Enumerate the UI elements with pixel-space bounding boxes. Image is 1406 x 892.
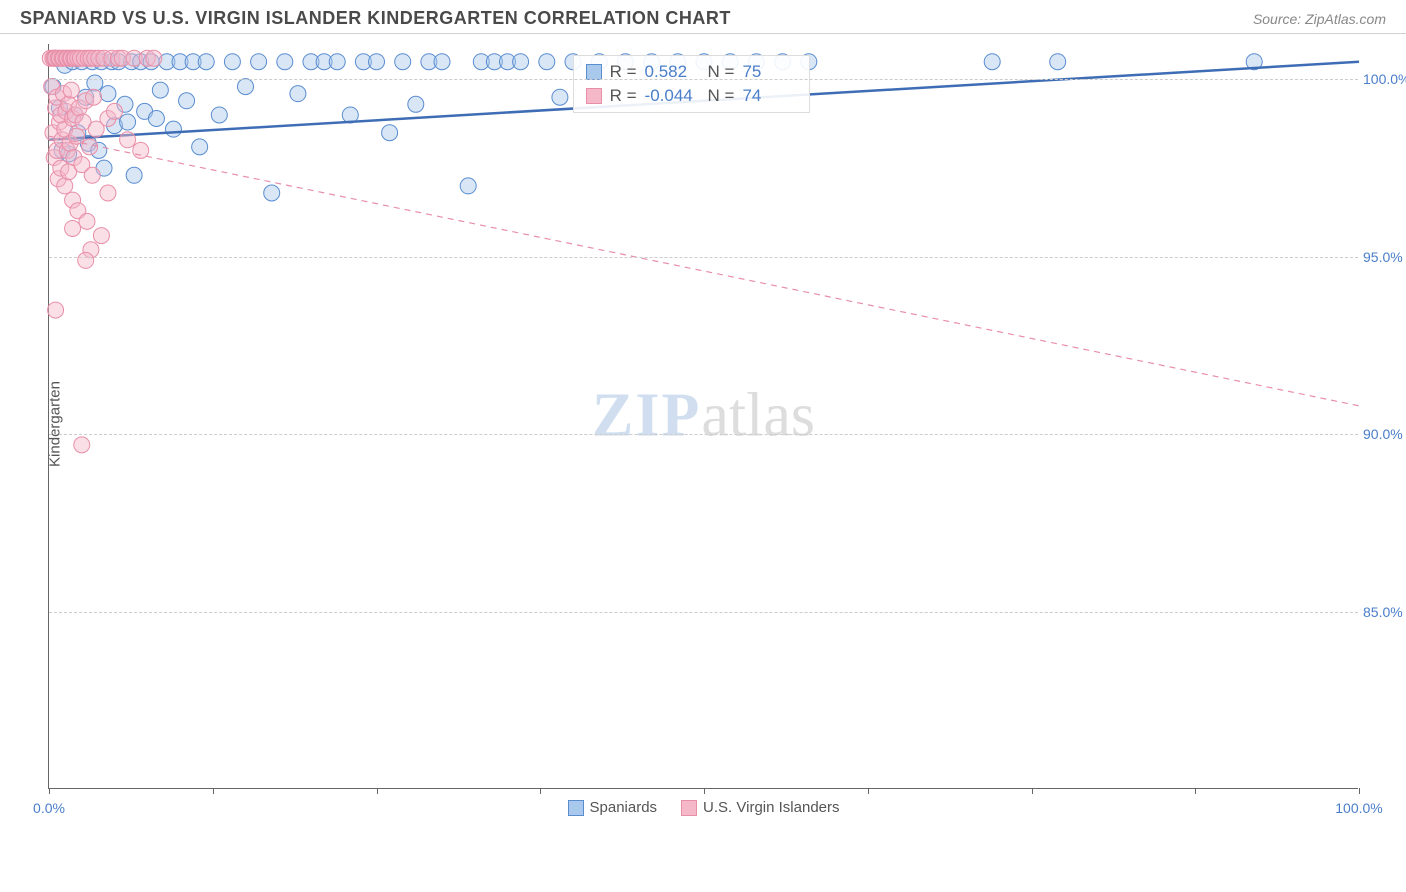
data-point [382, 125, 398, 141]
x-tick [213, 788, 214, 794]
legend-item: U.S. Virgin Islanders [681, 799, 839, 816]
data-point [78, 252, 94, 268]
corr-swatch [586, 88, 602, 104]
gridline-h [49, 79, 1358, 80]
data-point [65, 220, 81, 236]
x-tick [49, 788, 50, 794]
data-point [100, 185, 116, 201]
data-point [552, 89, 568, 105]
data-point [69, 128, 85, 144]
data-point [408, 96, 424, 112]
x-tick-label: 0.0% [33, 800, 65, 816]
data-point [238, 79, 254, 95]
data-point [264, 185, 280, 201]
legend-swatch [681, 800, 697, 816]
corr-swatch [586, 64, 602, 80]
r-value: -0.044 [645, 86, 700, 106]
data-point [87, 75, 103, 91]
r-label: R = [610, 86, 637, 106]
data-point [74, 437, 90, 453]
source-label: Source: ZipAtlas.com [1253, 11, 1386, 27]
data-point [198, 54, 214, 70]
data-point [251, 54, 267, 70]
n-value: 74 [742, 86, 797, 106]
data-point [395, 54, 411, 70]
gridline-h [49, 434, 1358, 435]
data-point [82, 139, 98, 155]
data-point [146, 50, 162, 66]
legend-bottom: Spaniards U.S. Virgin Islanders [568, 799, 840, 816]
data-point [57, 178, 73, 194]
data-point [539, 54, 555, 70]
data-point [460, 178, 476, 194]
corr-row: R = -0.044 N = 74 [586, 86, 798, 106]
chart-header: SPANIARD VS U.S. VIRGIN ISLANDER KINDERG… [0, 0, 1406, 34]
legend-label: U.S. Virgin Islanders [703, 799, 839, 816]
data-point [434, 54, 450, 70]
data-point [93, 228, 109, 244]
legend-label: Spaniards [590, 799, 658, 816]
data-point [192, 139, 208, 155]
data-point [120, 114, 136, 130]
svg-layer [49, 44, 1358, 788]
data-point [86, 89, 102, 105]
x-tick [1195, 788, 1196, 794]
y-tick-label: 90.0% [1363, 426, 1406, 442]
data-point [79, 213, 95, 229]
data-point [329, 54, 345, 70]
plot-region: ZIPatlas R = 0.582N = 75R = -0.044N = 74… [48, 44, 1358, 789]
x-tick [377, 788, 378, 794]
data-point [984, 54, 1000, 70]
data-point [369, 54, 385, 70]
gridline-h [49, 257, 1358, 258]
x-tick [1032, 788, 1033, 794]
data-point [100, 86, 116, 102]
correlation-box: R = 0.582N = 75R = -0.044N = 74 [573, 55, 811, 113]
data-point [148, 111, 164, 127]
data-point [277, 54, 293, 70]
legend-item: Spaniards [568, 799, 658, 816]
data-point [63, 82, 79, 98]
data-point [513, 54, 529, 70]
legend-swatch [568, 800, 584, 816]
x-tick [704, 788, 705, 794]
data-point [48, 302, 64, 318]
data-point [179, 93, 195, 109]
data-point [120, 132, 136, 148]
x-tick [540, 788, 541, 794]
gridline-h [49, 612, 1358, 613]
n-label: N = [708, 86, 735, 106]
data-point [84, 167, 100, 183]
data-point [165, 121, 181, 137]
chart-area: Kindergarten ZIPatlas R = 0.582N = 75R =… [0, 34, 1406, 814]
data-point [152, 82, 168, 98]
data-point [224, 54, 240, 70]
x-tick [1359, 788, 1360, 794]
y-tick-label: 100.0% [1363, 71, 1406, 87]
data-point [107, 103, 123, 119]
data-point [1050, 54, 1066, 70]
data-point [126, 167, 142, 183]
trend-line [49, 136, 1359, 406]
data-point [211, 107, 227, 123]
y-tick-label: 95.0% [1363, 249, 1406, 265]
y-tick-label: 85.0% [1363, 604, 1406, 620]
chart-title: SPANIARD VS U.S. VIRGIN ISLANDER KINDERG… [20, 8, 731, 29]
data-point [290, 86, 306, 102]
x-tick [868, 788, 869, 794]
x-tick-label: 100.0% [1335, 800, 1382, 816]
